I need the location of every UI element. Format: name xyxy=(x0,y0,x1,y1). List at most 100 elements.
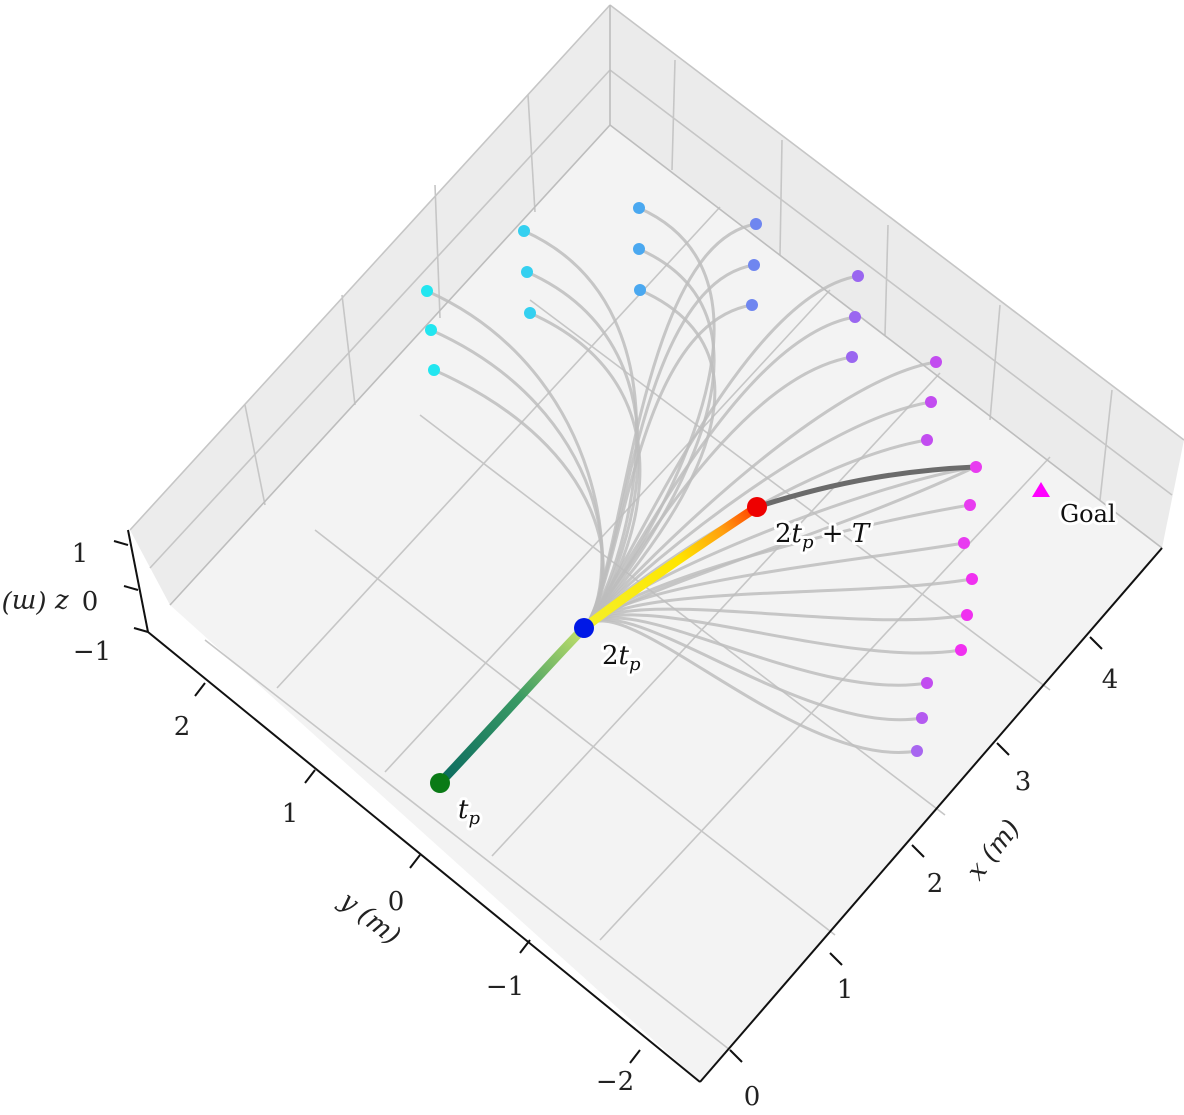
candidate-trajectory xyxy=(582,607,968,630)
trajectory-markers xyxy=(430,482,1050,793)
y-tick xyxy=(304,769,316,784)
candidate-trajectory xyxy=(582,619,918,754)
commit-label: 2tp + T xyxy=(775,519,871,553)
back-wall-right xyxy=(610,5,1184,548)
z-axis-label: z (m) xyxy=(2,588,70,618)
start-marker xyxy=(430,773,450,793)
candidate-endpoint xyxy=(955,644,967,656)
candidate-endpoint xyxy=(958,537,970,549)
candidate-endpoint xyxy=(849,311,861,323)
candidate-endpoint xyxy=(916,712,928,724)
wall-grid-line xyxy=(671,59,676,171)
candidate-endpoint xyxy=(633,243,645,255)
floor-grid-line xyxy=(204,639,731,1051)
candidate-endpoint xyxy=(521,266,533,278)
z-tick xyxy=(113,540,129,546)
candidate-endpoint xyxy=(428,364,440,376)
candidate-trajectory xyxy=(582,613,962,655)
wall-grid-line xyxy=(341,294,356,406)
mid-label: 2tp xyxy=(602,641,641,675)
wall-grid-line xyxy=(129,4,611,531)
x-tick-label: 1 xyxy=(837,975,854,1005)
z-axis-line xyxy=(127,529,149,633)
candidate-endpoint xyxy=(634,284,646,296)
wall-grid-line xyxy=(244,404,266,506)
wall-grid-line xyxy=(884,224,889,336)
y-tick-label: −2 xyxy=(596,1067,634,1097)
candidate-endpoint xyxy=(930,356,942,368)
candidate-endpoints xyxy=(421,202,982,757)
candidate-trajectory xyxy=(582,616,928,687)
candidate-endpoint xyxy=(748,259,760,271)
y-tick xyxy=(519,939,531,954)
floor-grid-line xyxy=(276,206,721,689)
candidate-endpoint xyxy=(846,351,858,363)
wall-grid-line xyxy=(609,69,1173,496)
x-tick-label: 0 xyxy=(744,1082,761,1112)
floor-grid-line xyxy=(419,414,946,816)
candidate-endpoint xyxy=(961,609,973,621)
candidate-endpoint xyxy=(524,307,536,319)
z-tick xyxy=(123,585,139,591)
candidate-endpoint xyxy=(911,745,923,757)
wall-grid-line xyxy=(989,304,1001,421)
y-tick-label: 2 xyxy=(174,712,191,742)
wall-grid-line xyxy=(609,4,1184,441)
x-tick xyxy=(829,952,843,966)
main-trajectory xyxy=(435,464,978,788)
x-tick xyxy=(996,742,1010,756)
grid-lines xyxy=(129,4,1184,1051)
candidate-endpoint xyxy=(921,434,933,446)
z-tick xyxy=(133,627,149,633)
z-tick-label: 1 xyxy=(72,539,89,569)
z-tick-label: −1 xyxy=(73,637,111,667)
candidate-endpoint xyxy=(425,324,437,336)
y-tick-label: 0 xyxy=(388,887,405,917)
x-tick xyxy=(729,1049,743,1063)
pane-edge xyxy=(169,124,611,606)
z-tick-label: 0 xyxy=(82,587,99,617)
floor-pane xyxy=(170,125,1162,1082)
back-wall-left xyxy=(130,5,610,605)
y-tick xyxy=(409,854,421,869)
x-axis-line xyxy=(699,547,1163,1083)
candidate-endpoint xyxy=(852,270,864,282)
candidate-endpoint xyxy=(970,461,982,473)
candidate-endpoint xyxy=(966,573,978,585)
candidate-endpoint xyxy=(964,499,976,511)
candidate-endpoint xyxy=(750,218,762,230)
floor-grid-line xyxy=(314,529,836,936)
candidate-endpoint xyxy=(421,285,433,297)
candidate-endpoint xyxy=(925,396,937,408)
wall-grid-line xyxy=(1099,389,1113,501)
y-tick-label: 1 xyxy=(282,799,299,829)
candidate-endpoint xyxy=(921,677,933,689)
x-tick-label: 2 xyxy=(927,869,944,899)
y-tick-label: −1 xyxy=(486,972,524,1002)
pane-edge xyxy=(609,124,1163,549)
y-axis-line xyxy=(147,631,701,1083)
wall-grid-line xyxy=(779,139,783,256)
candidate-trajectory xyxy=(582,618,923,722)
x-tick xyxy=(1089,636,1103,650)
candidate-trajectory xyxy=(582,355,853,629)
planned-segment xyxy=(579,502,762,633)
mid-marker xyxy=(574,618,594,638)
y-tick xyxy=(194,682,206,697)
candidate-endpoint xyxy=(518,225,530,237)
y-tick xyxy=(629,1049,641,1064)
floor-grid-line xyxy=(384,289,831,773)
commit-marker xyxy=(747,497,767,517)
candidate-trajectory xyxy=(582,303,753,629)
goal-marker xyxy=(1032,482,1050,497)
x-tick xyxy=(911,844,925,858)
candidate-endpoint xyxy=(746,299,758,311)
x-axis-label: x (m) xyxy=(961,814,1026,886)
goal-label: Goal xyxy=(1060,500,1116,528)
floor-grid-line xyxy=(599,456,1051,941)
executed-segment xyxy=(435,623,589,788)
wall-grid-line xyxy=(149,69,611,569)
x-tick-label: 3 xyxy=(1015,767,1032,797)
